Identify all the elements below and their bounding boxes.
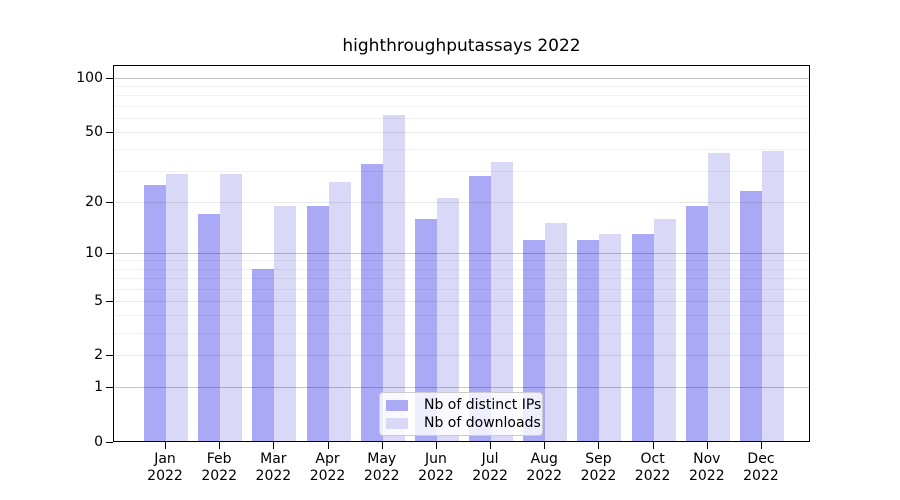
y-tick-20 xyxy=(106,201,113,203)
y-tick-label-20: 20 xyxy=(85,193,103,210)
bar-ips-nov xyxy=(685,205,708,441)
gridline-5 xyxy=(114,300,809,302)
y-tick-1 xyxy=(106,387,113,389)
bar-ips-jan xyxy=(144,185,166,441)
x-tick-label-dec: Dec 2022 xyxy=(743,451,779,484)
legend-row-downloads: Nb of downloads xyxy=(386,415,541,431)
y-tick-2 xyxy=(106,355,113,357)
bar-downloads-jul xyxy=(491,161,514,441)
x-tick-nov xyxy=(706,442,708,449)
x-tick-mar xyxy=(273,442,275,449)
plot-area xyxy=(113,65,810,442)
x-tick-label-feb: Feb 2022 xyxy=(201,451,237,484)
bar-ips-aug xyxy=(523,239,546,441)
y-tick-100 xyxy=(106,78,113,79)
y-tick-label-10: 10 xyxy=(85,244,103,261)
bar-downloads-dec xyxy=(761,151,784,441)
x-tick-aug xyxy=(544,442,546,449)
legend-label-distinct-ips: Nb of distinct IPs xyxy=(424,397,542,413)
x-tick-sep xyxy=(598,442,600,449)
x-tick-label-mar: Mar 2022 xyxy=(255,451,292,484)
x-tick-label-jan: Jan 2022 xyxy=(147,451,183,484)
gridline-90 xyxy=(114,86,809,88)
x-tick-jan xyxy=(165,442,166,449)
bar-ips-jul xyxy=(469,176,492,441)
legend-swatch-downloads xyxy=(386,417,408,429)
gridline-40 xyxy=(114,149,809,151)
bar-downloads-may xyxy=(382,115,405,441)
x-tick-may xyxy=(381,442,383,449)
x-tick-feb xyxy=(219,442,221,449)
bar-ips-jun xyxy=(414,218,437,441)
x-tick-oct xyxy=(652,442,654,449)
legend-label-downloads: Nb of downloads xyxy=(424,415,541,431)
x-tick-label-nov: Nov 2022 xyxy=(688,451,725,484)
x-tick-jun xyxy=(435,442,437,449)
bar-ips-feb xyxy=(198,214,221,441)
gridline-80 xyxy=(114,95,809,97)
x-tick-dec xyxy=(760,442,762,449)
x-tick-label-sep: Sep 2022 xyxy=(580,451,617,484)
bar-downloads-jan xyxy=(166,173,188,441)
x-tick-jul xyxy=(490,442,492,449)
bar-downloads-jun xyxy=(436,198,459,441)
y-tick-label-0: 0 xyxy=(94,434,103,450)
legend: Nb of distinct IPs Nb of downloads xyxy=(379,392,543,436)
bar-ips-sep xyxy=(577,239,600,441)
gridline-50 xyxy=(114,131,809,133)
gridline-4 xyxy=(114,315,809,317)
y-tick-label-2: 2 xyxy=(94,347,103,364)
x-tick-apr xyxy=(327,442,329,449)
y-tick-10 xyxy=(106,252,113,254)
y-tick-label-5: 5 xyxy=(94,292,103,309)
bar-ips-dec xyxy=(739,191,762,441)
y-tick-label-50: 50 xyxy=(85,123,103,140)
bar-ips-apr xyxy=(306,205,329,441)
bar-ips-mar xyxy=(252,268,275,441)
gridline-20 xyxy=(114,201,809,203)
x-tick-label-jun: Jun 2022 xyxy=(418,451,454,484)
gridline-70 xyxy=(114,105,809,107)
bar-downloads-feb xyxy=(220,173,243,441)
bar-downloads-aug xyxy=(545,223,568,441)
gridline-2 xyxy=(114,355,809,357)
gridline-60 xyxy=(114,117,809,119)
legend-row-distinct-ips: Nb of distinct IPs xyxy=(386,397,542,413)
legend-swatch-distinct-ips xyxy=(386,399,408,411)
x-tick-label-apr: Apr 2022 xyxy=(309,451,346,484)
bar-downloads-apr xyxy=(328,182,351,441)
bar-downloads-sep xyxy=(599,233,622,441)
x-tick-label-jul: Jul 2022 xyxy=(472,451,508,484)
y-tick-0 xyxy=(106,442,113,443)
bar-ips-may xyxy=(360,163,383,441)
y-tick-label-1: 1 xyxy=(94,379,103,396)
x-tick-label-aug: Aug 2022 xyxy=(526,451,563,484)
gridline-8 xyxy=(114,268,809,270)
y-tick-5 xyxy=(106,300,113,302)
y-tick-label-100: 100 xyxy=(76,70,103,86)
x-tick-label-oct: Oct 2022 xyxy=(634,451,671,484)
bar-ips-oct xyxy=(631,233,654,441)
bar-downloads-nov xyxy=(707,153,730,441)
bar-downloads-mar xyxy=(274,205,297,441)
gridline-7 xyxy=(114,277,809,279)
x-tick-label-may: May 2022 xyxy=(363,451,400,484)
gridline-1 xyxy=(114,387,809,389)
gridline-9 xyxy=(114,260,809,262)
chart-title: highthroughputassays 2022 xyxy=(342,36,581,56)
gridline-100 xyxy=(114,78,809,79)
bar-downloads-oct xyxy=(653,218,676,441)
gridline-6 xyxy=(114,288,809,290)
gridline-30 xyxy=(114,171,809,173)
y-tick-50 xyxy=(106,131,113,133)
gridline-3 xyxy=(114,332,809,334)
gridline-10 xyxy=(114,252,809,254)
